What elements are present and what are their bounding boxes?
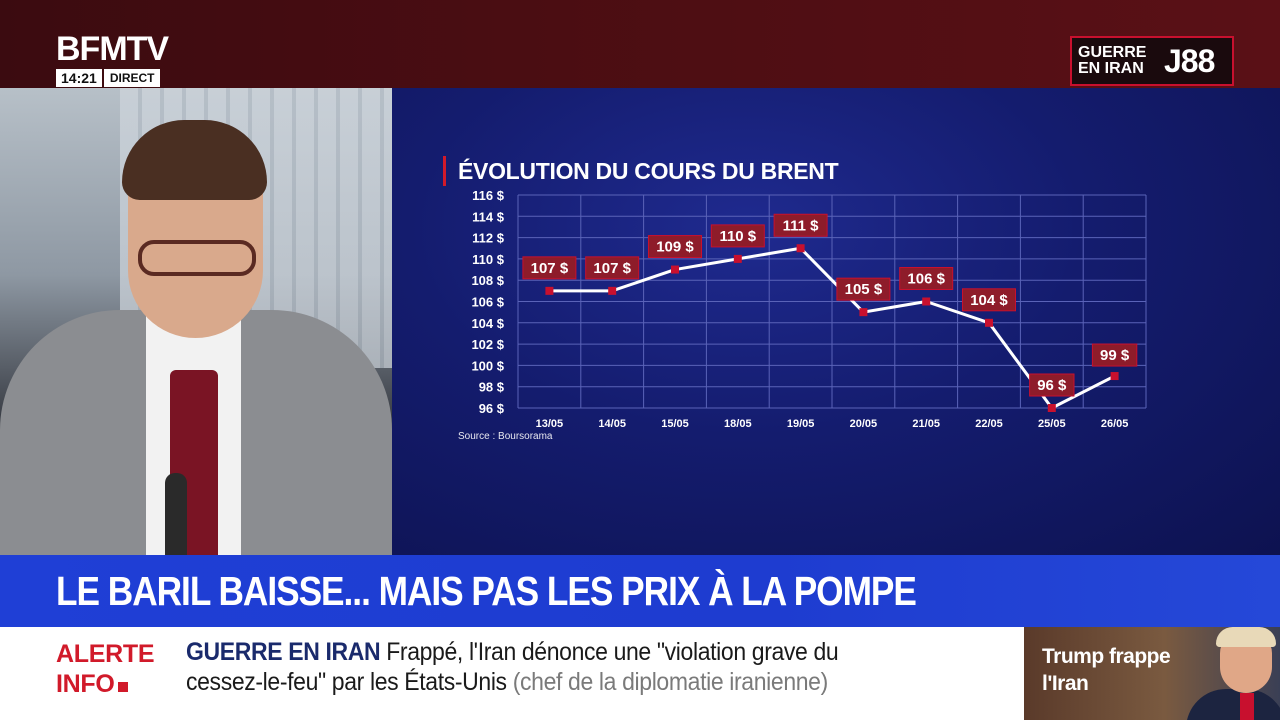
x-tick-label: 19/05: [787, 418, 815, 430]
data-label: 106 $: [907, 271, 945, 288]
x-tick-label: 26/05: [1101, 418, 1129, 430]
channel-logo: BFMTV: [56, 30, 169, 68]
x-tick-label: 14/05: [598, 418, 626, 430]
data-label-box: [773, 213, 828, 237]
live-label: DIRECT: [103, 69, 161, 87]
clock-time: 14:21: [56, 69, 102, 87]
data-label-box: [1091, 343, 1138, 367]
data-label-box: [899, 267, 954, 290]
thumbnail-person-tie: [1240, 693, 1254, 720]
next-story-thumbnail: Trump frappe l'Iran: [1024, 627, 1280, 720]
y-tick-label: 112 $: [472, 231, 505, 246]
data-point: [985, 318, 993, 327]
data-point: [733, 254, 742, 263]
data-label-box: [836, 277, 891, 301]
x-tick-label: 15/05: [661, 418, 689, 430]
data-label-box: [710, 224, 765, 248]
data-label-box: [522, 256, 577, 280]
data-point: [859, 308, 868, 317]
data-point: [545, 286, 554, 295]
day-badge-label: GUERRE EN IRAN: [1078, 44, 1147, 77]
y-tick-label: 108 $: [471, 273, 504, 288]
data-label: 111 $: [783, 217, 820, 234]
data-label-box: [1029, 373, 1075, 397]
ticker-topic: GUERRE EN IRAN: [186, 638, 381, 666]
data-label: 96 $: [1037, 377, 1067, 394]
data-label-box: [648, 235, 702, 259]
chart-panel: [392, 88, 1280, 555]
data-label: 110 $: [719, 228, 756, 245]
thumbnail-person-hair: [1216, 627, 1276, 647]
presenter-glasses: [138, 240, 256, 276]
headline-text: LE BARIL BAISSE... MAIS PAS LES PRIX À L…: [56, 568, 917, 614]
y-tick-label: 116 $: [472, 188, 505, 203]
x-tick-label: 21/05: [912, 418, 940, 430]
data-label: 104 $: [970, 292, 1008, 309]
ticker-text-grey: (chef de la diplomatie iranienne): [512, 668, 829, 696]
headline-bar: LE BARIL BAISSE... MAIS PAS LES PRIX À L…: [0, 555, 1280, 627]
data-label: 99 $: [1100, 347, 1130, 364]
data-point: [1110, 372, 1119, 381]
data-label: 107 $: [593, 260, 631, 277]
x-tick-label: 22/05: [975, 418, 1003, 430]
chart-source: Source : Boursorama: [458, 431, 553, 442]
day-badge-number: J88: [1164, 42, 1215, 79]
top-bar: BFMTV 14:21 DIRECT GUERRE EN IRAN J88: [0, 0, 1280, 88]
chart-title: ÉVOLUTION DU COURS DU BRENT: [443, 156, 839, 186]
data-point: [1047, 404, 1056, 412]
data-point: [922, 297, 931, 306]
data-label-box: [962, 288, 1016, 312]
day-badge: GUERRE EN IRAN J88: [1070, 36, 1234, 86]
thumbnail-person-body: [1186, 689, 1280, 720]
series-line: [549, 246, 1116, 410]
ticker-text-2: cessez-le-feu" par les États-Unis: [186, 668, 507, 696]
y-tick-label: 96 $: [479, 401, 505, 416]
alert-dot-icon: [117, 682, 128, 692]
x-tick-label: 18/05: [724, 418, 752, 430]
ticker-line-1: GUERRE EN IRAN Frappé, l'Iran dénonce un…: [186, 637, 839, 667]
y-tick-label: 102 $: [471, 337, 504, 352]
data-label: 109 $: [656, 239, 694, 256]
alert-info-label: ALERTE INFO: [56, 640, 155, 698]
thumbnail-title: Trump frappe l'Iran: [1042, 645, 1171, 695]
y-tick-label: 106 $: [471, 295, 504, 310]
data-label-box: [585, 256, 640, 280]
data-point: [671, 265, 679, 274]
y-tick-label: 98 $: [479, 380, 505, 395]
y-tick-label: 110 $: [472, 252, 505, 267]
presenter-hair: [122, 120, 267, 200]
clock-bar: 14:21 DIRECT: [56, 69, 161, 87]
ticker-text-1: Frappé, l'Iran dénonce une "violation gr…: [386, 638, 839, 666]
data-label: 105 $: [845, 281, 883, 298]
y-tick-label: 104 $: [471, 316, 504, 331]
news-ticker: ALERTE INFO GUERRE EN IRAN Frappé, l'Ira…: [0, 627, 1024, 720]
data-point: [796, 244, 805, 253]
ticker-line-2: cessez-le-feu" par les États-Unis (chef …: [186, 667, 828, 697]
data-label: 107 $: [531, 260, 569, 277]
microphone: [165, 473, 187, 555]
x-tick-label: 13/05: [536, 418, 564, 430]
x-tick-label: 25/05: [1038, 418, 1066, 430]
x-tick-label: 20/05: [850, 418, 878, 430]
y-tick-label: 114 $: [472, 209, 505, 224]
data-point: [608, 286, 617, 295]
presenter-video: [0, 88, 392, 555]
y-tick-label: 100 $: [471, 358, 504, 373]
